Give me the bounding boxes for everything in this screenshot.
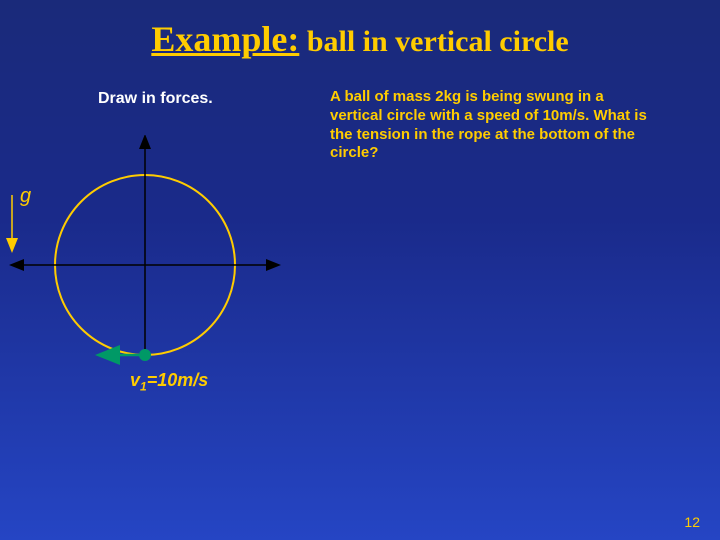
title-sub: ball in vertical circle (299, 25, 568, 58)
g-arrow-svg (0, 0, 40, 540)
velocity-label: v1=10m/s (130, 370, 208, 394)
page-number: 12 (684, 514, 700, 530)
v-prefix: v (130, 370, 140, 390)
circle-diagram (0, 135, 290, 395)
instruction-text: Draw in forces. (98, 90, 213, 108)
slide-title: Example: ball in vertical circle (0, 18, 720, 60)
title-main: Example: (151, 19, 299, 59)
v-suffix: =10m/s (147, 370, 209, 390)
problem-statement: A ball of mass 2kg is being swung in a v… (330, 88, 650, 163)
g-label: g (20, 185, 31, 208)
v-sub: 1 (140, 380, 147, 394)
